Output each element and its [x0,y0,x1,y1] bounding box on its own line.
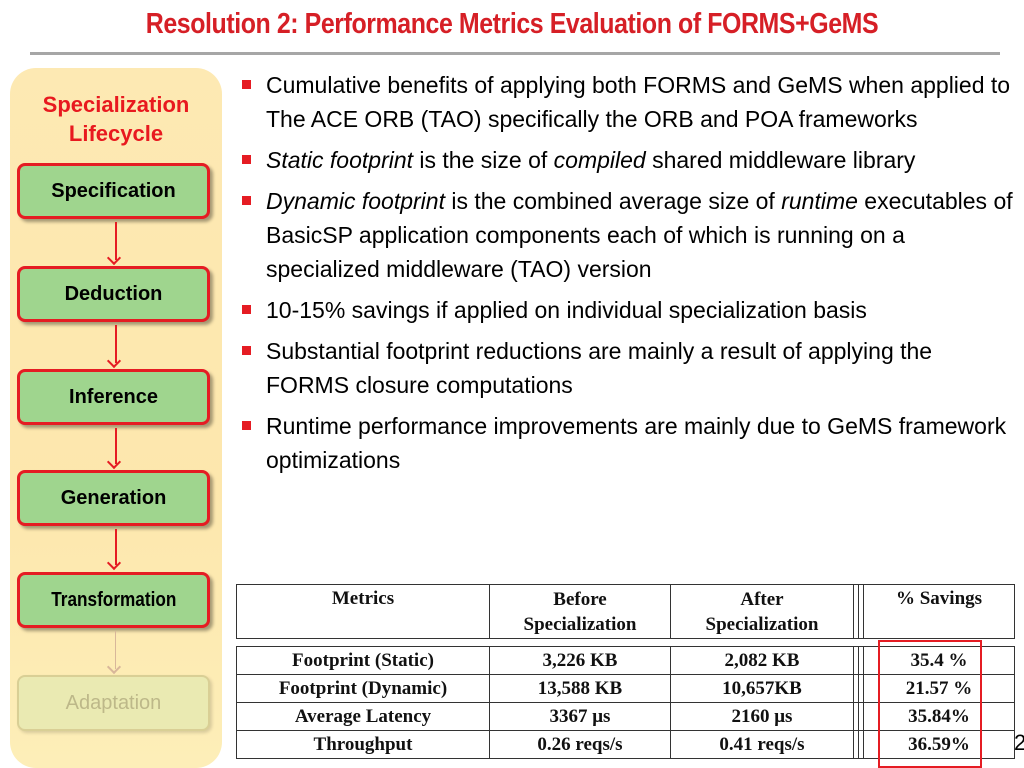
header-before: Before Specialization [489,584,671,639]
bullet-text: executables of BasicSP application compo… [266,188,1013,282]
header-after: After Specialization [670,584,854,639]
cell-after: 2160 μs [670,702,854,731]
metrics-table: Footprint (Static) 3,226 KB 2,082 KB 35.… [236,646,1015,759]
header-after-line1: After [740,588,784,610]
arrow-down-icon [115,631,116,669]
term-runtime: runtime [781,188,858,214]
bullet-text: Runtime performance improvements are mai… [266,413,1007,473]
cell-after: 2,082 KB [670,646,854,675]
square-bullet-icon [242,80,251,89]
stage-deduction: Deduction [17,266,210,322]
title-divider [30,52,1000,55]
arrow-down-icon [115,428,117,464]
cell-metric: Average Latency [236,702,490,731]
bullet-list: Cumulative benefits of applying both FOR… [240,68,1020,484]
table-row: Footprint (Dynamic) 13,588 KB 10,657KB 2… [236,674,1015,703]
stage-inference: Inference [17,369,210,425]
arrow-down-icon [115,325,117,363]
header-before-line1: Before [553,588,607,610]
header-before-line2: Specialization [523,613,637,635]
stage-label: Deduction [64,282,163,305]
lifecycle-title-line2: Lifecycle [68,121,164,146]
cell-before: 13,588 KB [489,674,671,703]
header-savings: % Savings [863,584,1015,639]
bullet-text: Cumulative benefits of applying both FOR… [266,72,1011,132]
arrow-down-icon [115,222,117,260]
bullet-item: Cumulative benefits of applying both FOR… [240,68,1020,136]
cell-savings: 35.84% [863,702,1015,731]
square-bullet-icon [242,346,251,355]
table-row: Throughput 0.26 reqs/s 0.41 reqs/s 36.59… [236,730,1015,759]
bullet-text: shared middleware library [645,147,916,173]
bullet-item: Substantial footprint reductions are mai… [240,334,1020,402]
term-static-footprint: Static footprint [266,147,414,173]
bullet-item: Static footprint is the size of compiled… [240,143,1020,177]
metrics-table-header: Metrics Before Specialization After Spec… [236,584,1015,639]
stage-label: Specification [51,179,176,202]
stage-label: Transformation [50,588,177,611]
bullet-item: Runtime performance improvements are mai… [240,409,1020,477]
cell-after: 10,657KB [670,674,854,703]
arrow-down-icon [115,529,117,565]
header-after-line2: Specialization [705,613,819,635]
table-header-row: Metrics Before Specialization After Spec… [236,584,1015,639]
stage-generation: Generation [17,470,210,526]
lifecycle-title: Specialization Lifecycle [10,90,222,148]
cell-metric: Throughput [236,730,490,759]
savings-highlight-box [878,640,982,768]
square-bullet-icon [242,155,251,164]
stage-transformation: Transformation [17,572,210,628]
cell-metric: Footprint (Dynamic) [236,674,490,703]
cell-savings: 35.4 % [863,646,1015,675]
table-row: Average Latency 3367 μs 2160 μs 35.84% [236,702,1015,731]
cell-before: 3367 μs [489,702,671,731]
bullet-text: 10-15% savings if applied on individual … [266,297,867,323]
page-number: 2 [1014,730,1024,755]
lifecycle-title-line1: Specialization [42,92,190,117]
square-bullet-icon [242,305,251,314]
stage-specification: Specification [17,163,210,219]
bullet-text: is the size of [413,147,554,173]
square-bullet-icon [242,421,251,430]
table-row: Footprint (Static) 3,226 KB 2,082 KB 35.… [236,646,1015,675]
stage-label: Adaptation [65,691,162,714]
term-compiled: compiled [553,147,646,173]
cell-savings: 21.57 % [863,674,1015,703]
stage-adaptation: Adaptation [17,675,210,731]
term-dynamic-footprint: Dynamic footprint [266,188,445,214]
cell-after: 0.41 reqs/s [670,730,854,759]
cell-before: 3,226 KB [489,646,671,675]
slide-title: Resolution 2: Performance Metrics Evalua… [145,8,879,40]
bullet-text: Substantial footprint reductions are mai… [266,338,933,398]
cell-savings: 36.59% [863,730,1015,759]
bullet-item: 10-15% savings if applied on individual … [240,293,1020,327]
square-bullet-icon [242,196,251,205]
stage-label: Generation [60,486,167,509]
bullet-text: is the combined average size of [444,188,782,214]
cell-metric: Footprint (Static) [236,646,490,675]
header-metrics: Metrics [236,584,490,639]
bullet-item: Dynamic footprint is the combined averag… [240,184,1020,286]
cell-before: 0.26 reqs/s [489,730,671,759]
stage-label: Inference [69,385,158,408]
